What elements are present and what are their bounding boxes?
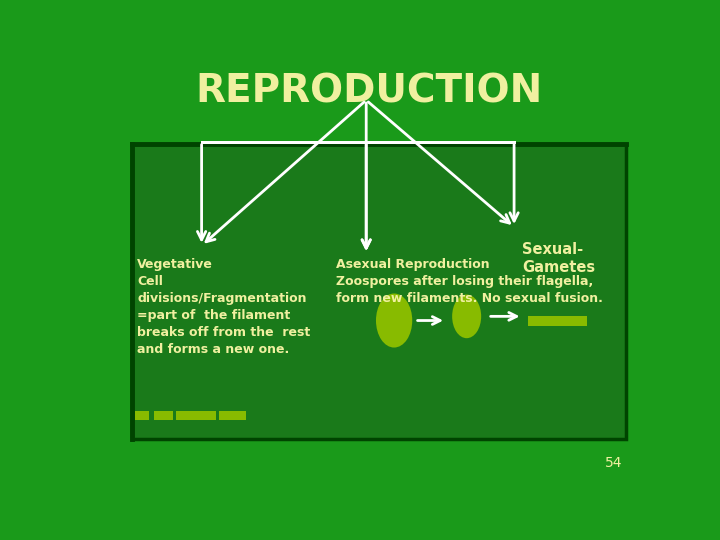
Text: Sexual-
Gametes: Sexual- Gametes xyxy=(523,241,595,275)
Text: Vegetative
Cell
divisions/Fragmentation
=part of  the filament
breaks off from t: Vegetative Cell divisions/Fragmentation … xyxy=(138,258,311,356)
Bar xyxy=(154,411,173,420)
Ellipse shape xyxy=(452,294,481,338)
Text: Asexual Reproduction
Zoospores after losing their flagella,
form new filaments. : Asexual Reproduction Zoospores after los… xyxy=(336,258,603,305)
Text: REPRODUCTION: REPRODUCTION xyxy=(195,73,543,111)
Bar xyxy=(135,411,148,420)
Bar xyxy=(132,144,626,439)
Text: 54: 54 xyxy=(606,456,623,470)
Ellipse shape xyxy=(376,294,413,348)
Bar xyxy=(528,315,587,326)
Bar xyxy=(220,411,246,420)
Bar xyxy=(176,411,215,420)
